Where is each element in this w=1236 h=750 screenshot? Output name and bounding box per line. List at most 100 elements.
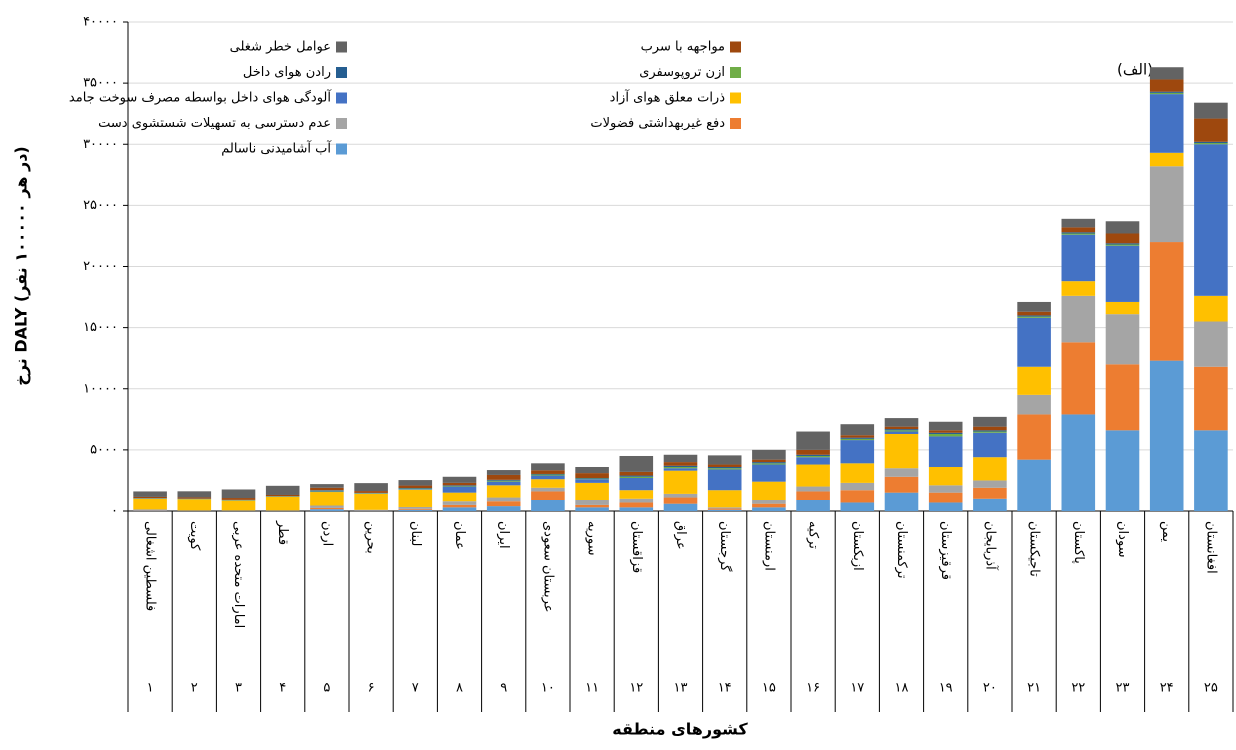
x-tick-label: گرجستان xyxy=(717,521,733,572)
bar-segment xyxy=(1061,234,1096,282)
y-axis-label: نرخ DALY (در هر ۱۰۰۰۰۰ نفر) xyxy=(12,146,31,385)
bar-segment xyxy=(884,430,919,432)
bar-segment xyxy=(486,479,521,481)
bar-segment xyxy=(707,469,742,491)
bar-segment xyxy=(1105,430,1140,511)
bar-segment xyxy=(486,481,521,486)
bar-segment xyxy=(752,463,786,465)
bar-segment xyxy=(398,489,433,507)
bar-segment xyxy=(1194,144,1228,296)
bar-segment xyxy=(575,479,609,483)
bar-segment xyxy=(442,504,477,508)
x-tick-label: ارمنستان xyxy=(761,521,776,571)
bar-segment xyxy=(1061,232,1096,234)
legend-swatch xyxy=(730,41,741,53)
bar-segment xyxy=(265,485,300,495)
bar-segment xyxy=(310,507,344,510)
x-tick-label: افغانستان xyxy=(1203,521,1218,574)
bar-segment xyxy=(973,498,1007,511)
x-tick-label: عمان xyxy=(452,521,467,550)
bar-segment xyxy=(1149,67,1184,80)
category-number: ۲۲ xyxy=(1071,681,1085,696)
bar-segment xyxy=(531,470,565,474)
bar-segment xyxy=(310,487,344,491)
x-tick-label: قزاقستان xyxy=(629,521,644,573)
bar-segment xyxy=(619,477,654,491)
bar-segment xyxy=(752,481,786,500)
category-number: ۱۰ xyxy=(541,681,555,696)
legend-swatch xyxy=(336,118,347,129)
bar-segment xyxy=(310,484,344,488)
bar-segment xyxy=(840,438,875,441)
legend-label: عوامل خطر شغلی xyxy=(230,40,331,55)
bar-segment xyxy=(1194,295,1228,322)
category-number: ۲۴ xyxy=(1160,681,1174,696)
bar-segment xyxy=(442,492,477,502)
bar-segment xyxy=(707,490,742,508)
bar-segment xyxy=(1194,102,1228,119)
bar-segment xyxy=(707,507,742,509)
bar-segment xyxy=(884,468,919,477)
bar-segment xyxy=(575,504,609,508)
bar-segment xyxy=(928,432,963,434)
bar-segment xyxy=(486,470,521,475)
bar-segment xyxy=(973,416,1007,427)
legend-swatch xyxy=(730,92,741,104)
x-tick-label: عربستان سعودی xyxy=(540,521,555,613)
bar-segment xyxy=(575,478,609,480)
legend-swatch xyxy=(730,118,741,129)
bar-segment xyxy=(177,499,212,511)
bar-segment xyxy=(354,491,388,493)
category-number: ۱۸ xyxy=(895,681,909,696)
bar-segment xyxy=(398,488,433,490)
bar-segment xyxy=(442,501,477,505)
x-tick-label: سودان xyxy=(1115,521,1130,558)
x-tick-label: سوریه xyxy=(585,521,600,555)
x-tick-label: قرقیزستان xyxy=(938,521,953,580)
bar-segment xyxy=(133,499,167,510)
bar-segment xyxy=(531,499,565,511)
bar-segment xyxy=(796,455,830,458)
bar-segment xyxy=(1194,118,1228,142)
y-tick-label: ۱۰۰۰۰ xyxy=(83,381,118,396)
legend-label: ذرات معلق هوای آزاد xyxy=(610,89,726,106)
bar-segment xyxy=(221,498,256,500)
bar-segment xyxy=(1149,360,1184,511)
bar-segment xyxy=(1017,317,1051,367)
bar-segment xyxy=(1194,143,1228,145)
legend-label: ازن تروپوسفری xyxy=(639,65,725,80)
y-tick-label: ۲۰۰۰۰ xyxy=(83,259,118,274)
bar-segment xyxy=(663,503,698,511)
bar-segment xyxy=(221,489,256,499)
bar-segment xyxy=(442,485,477,487)
bar-segment xyxy=(398,506,433,509)
bar-segment xyxy=(1149,242,1184,361)
category-number: ۲ xyxy=(191,681,198,696)
bar-segment xyxy=(398,489,433,490)
bar-segment xyxy=(531,487,565,492)
bar-segment xyxy=(1017,301,1051,312)
category-number: ۶ xyxy=(368,681,375,696)
bar-segment xyxy=(398,488,433,489)
bar-segment xyxy=(133,510,167,511)
bar-segment xyxy=(575,507,609,511)
category-number: ۸ xyxy=(456,681,463,696)
y-tick-label: ۳۰۰۰۰ xyxy=(83,137,118,152)
bar-segment xyxy=(840,502,875,511)
category-number: ۱۵ xyxy=(762,681,776,696)
legend-label: آب آشامیدنی ناسالم xyxy=(221,140,332,157)
bar-segment xyxy=(796,449,830,455)
bar-segment xyxy=(531,473,565,475)
bar-segment xyxy=(884,433,919,469)
bar-segment xyxy=(1061,227,1096,233)
bar-segment xyxy=(1017,315,1051,317)
bar-segment xyxy=(884,431,919,434)
category-number: ۱۲ xyxy=(629,681,643,696)
bar-segment xyxy=(884,476,919,493)
bar-segment xyxy=(796,499,830,511)
y-tick-label: ۴۰۰۰۰ xyxy=(83,15,118,30)
bar-segment xyxy=(575,466,609,474)
x-tick-label: ترکمنستان xyxy=(894,521,909,579)
bar-segment xyxy=(531,463,565,471)
